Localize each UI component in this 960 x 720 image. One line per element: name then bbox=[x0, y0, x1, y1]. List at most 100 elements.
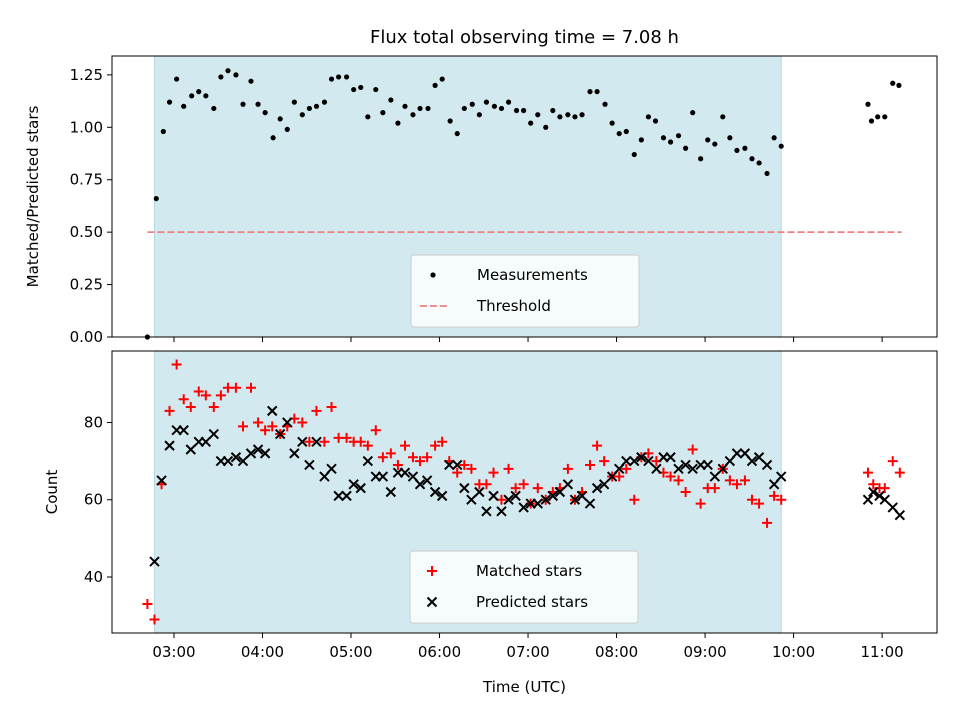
y-tick-label: 1.25 bbox=[70, 66, 103, 84]
matched-stars-point bbox=[171, 359, 182, 370]
predicted-stars-point bbox=[775, 471, 787, 482]
x-tick-label: 05:00 bbox=[329, 643, 372, 661]
y-tick-label: 0.00 bbox=[70, 328, 103, 346]
matched-stars-point bbox=[215, 390, 226, 401]
measurement-point bbox=[321, 99, 328, 105]
legend-label: Threshold bbox=[476, 297, 551, 315]
measurement-point bbox=[196, 89, 202, 95]
measurement-point bbox=[727, 135, 733, 141]
predicted-stars-point bbox=[436, 490, 448, 502]
matched-stars-point bbox=[532, 483, 543, 494]
predicted-stars-point bbox=[362, 455, 374, 467]
measurement-point bbox=[683, 145, 689, 151]
measurement-point bbox=[890, 80, 896, 86]
predicted-stars-point bbox=[341, 490, 352, 502]
matched-stars-point bbox=[592, 440, 603, 451]
predicted-stars-point bbox=[591, 482, 603, 494]
predicted-stars-point bbox=[385, 486, 397, 498]
measurement-point bbox=[313, 103, 320, 109]
predicted-stars-point bbox=[651, 463, 662, 475]
predicted-stars-point bbox=[452, 459, 463, 471]
matched-stars-point bbox=[621, 463, 632, 474]
predicted-stars-point bbox=[687, 463, 698, 475]
measurement-point bbox=[395, 120, 401, 126]
predicted-stars-point bbox=[421, 475, 433, 486]
predicted-stars-point bbox=[761, 459, 773, 471]
measurement-point bbox=[277, 116, 283, 122]
predicted-stars-point bbox=[488, 490, 499, 502]
measurement-point bbox=[513, 107, 520, 114]
matched-stars-point bbox=[230, 382, 241, 393]
matched-stars-point bbox=[769, 490, 780, 501]
matched-stars-point bbox=[724, 475, 735, 486]
predicted-stars-point bbox=[496, 506, 507, 517]
predicted-stars-point bbox=[481, 506, 492, 517]
predicted-stars-point bbox=[289, 448, 300, 459]
measurement-point bbox=[336, 74, 342, 80]
predicted-stars-point bbox=[680, 459, 691, 471]
measurement-point bbox=[594, 89, 600, 95]
measurement-point bbox=[248, 78, 254, 84]
x-tick-label: 09:00 bbox=[683, 643, 726, 661]
predicted-stars-point bbox=[230, 452, 242, 463]
matched-stars-point bbox=[762, 517, 773, 528]
measurement-point bbox=[160, 128, 166, 135]
matched-stars-point bbox=[673, 475, 684, 486]
matched-stars-point bbox=[200, 390, 211, 401]
predicted-stars-point bbox=[297, 436, 308, 447]
measurement-point bbox=[631, 151, 637, 158]
measurement-point bbox=[652, 118, 659, 124]
matched-stars-point bbox=[178, 394, 189, 405]
matched-stars-point bbox=[481, 479, 492, 490]
measurement-point bbox=[439, 76, 445, 82]
measurement-point bbox=[602, 101, 608, 107]
measurement-point bbox=[623, 128, 629, 135]
matched-stars-point bbox=[452, 467, 463, 478]
measurement-point bbox=[616, 130, 622, 137]
predicted-stars-point bbox=[474, 486, 485, 498]
matched-stars-point bbox=[585, 459, 596, 470]
matched-stars-point bbox=[377, 452, 388, 463]
predicted-stars-point bbox=[200, 436, 212, 447]
matched-stars-point bbox=[238, 421, 249, 432]
predicted-stars-point bbox=[532, 498, 543, 509]
x-tick-label: 08:00 bbox=[595, 643, 638, 661]
matched-stars-point bbox=[399, 440, 410, 451]
matched-stars-point bbox=[392, 459, 403, 470]
predicted-stars-point bbox=[429, 486, 441, 498]
predicted-stars-point bbox=[459, 482, 470, 494]
measurement-point bbox=[483, 99, 490, 105]
x-tick-label: 04:00 bbox=[241, 643, 284, 661]
predicted-stars-point bbox=[702, 459, 713, 471]
matched-stars-point bbox=[362, 440, 373, 451]
predicted-stars-point bbox=[164, 440, 175, 451]
matched-stars-point bbox=[887, 456, 898, 467]
legend-measurements-swatch bbox=[430, 272, 436, 278]
matched-stars-point bbox=[415, 456, 426, 467]
predicted-stars-point bbox=[237, 455, 249, 467]
measurement-point bbox=[667, 139, 674, 145]
predicted-stars-point bbox=[399, 467, 411, 478]
matched-stars-point bbox=[629, 494, 640, 505]
predicted-stars-point bbox=[879, 494, 890, 505]
matched-stars-point bbox=[422, 452, 433, 463]
matched-stars-point bbox=[142, 599, 153, 610]
predicted-stars-point bbox=[629, 455, 640, 467]
measurement-point bbox=[675, 133, 682, 139]
predicted-stars-point bbox=[377, 471, 389, 482]
matched-stars-point bbox=[488, 467, 499, 478]
predicted-stars-point bbox=[185, 444, 196, 455]
predicted-stars-point bbox=[510, 490, 521, 502]
measurement-point bbox=[417, 105, 423, 112]
measurement-point bbox=[868, 118, 875, 124]
measurement-point bbox=[225, 68, 231, 74]
measurement-point bbox=[865, 101, 871, 107]
measurement-point bbox=[528, 120, 534, 126]
predicted-stars-point bbox=[547, 490, 559, 502]
y-tick-label: 0.50 bbox=[70, 223, 103, 241]
measurement-point bbox=[550, 107, 556, 114]
measurement-point bbox=[166, 99, 173, 105]
measurement-point bbox=[543, 124, 549, 130]
x-tick-label: 07:00 bbox=[506, 643, 549, 661]
predicted-stars-point bbox=[731, 448, 743, 459]
